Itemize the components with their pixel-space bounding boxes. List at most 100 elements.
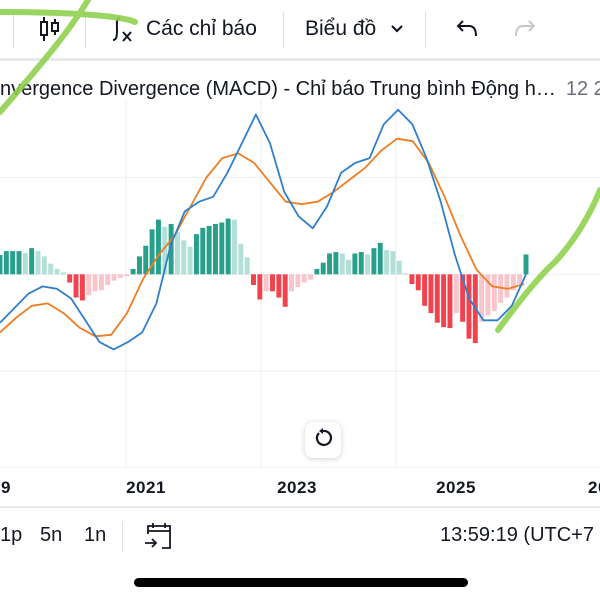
histogram-bar [98, 274, 104, 291]
macd-lines [0, 108, 527, 351]
histogram-bar [124, 274, 130, 277]
histogram-bar [453, 274, 459, 314]
chart-menu-label: Biểu đồ [305, 17, 377, 40]
histogram-bar [174, 232, 180, 275]
histogram-bar [3, 251, 9, 275]
histogram-bar [244, 257, 250, 275]
x-tick-label: 2021 [126, 478, 166, 497]
histogram-bar [10, 251, 16, 275]
chart-type-button[interactable] [38, 0, 62, 58]
top-toolbar: Các chỉ báo Biểu đồ [0, 0, 600, 61]
histogram-bar [396, 260, 402, 275]
histogram-bar [200, 227, 206, 275]
clock-timezone[interactable]: 13:59:19 (UTC+7 [440, 524, 594, 546]
histogram-bar [35, 251, 41, 275]
histogram-bar [111, 274, 117, 281]
chevron-down-icon [390, 24, 404, 34]
histogram-bar [149, 229, 155, 275]
bottom-toolbar: 1p 5n 1n 13:59:19 (UTC+7 [0, 508, 600, 564]
interval-5n[interactable]: 5n [40, 524, 63, 546]
toolbar-divider [85, 12, 86, 48]
candlestick-icon [38, 15, 62, 43]
histogram-bar [390, 251, 396, 275]
toolbar-divider [283, 12, 284, 48]
reset-rotate-icon [313, 427, 333, 453]
indicator-params: 12 2 [565, 78, 600, 100]
signal-line [0, 137, 525, 338]
bottom-divider-vertical [122, 522, 123, 552]
histogram-bar [276, 274, 282, 298]
histogram-bar [219, 222, 225, 275]
histogram-bar [48, 263, 54, 275]
histogram-bar [67, 274, 73, 283]
histogram-bar [263, 274, 269, 292]
indicators-button[interactable]: Các chỉ báo [110, 0, 257, 58]
histogram-bar [289, 274, 294, 292]
redo-icon [513, 18, 537, 40]
histogram-bar [0, 254, 3, 275]
histogram-bar [447, 274, 453, 329]
histogram-bar [314, 268, 320, 275]
histogram-bar [16, 251, 22, 275]
histogram-bar [282, 274, 288, 307]
histogram-bar [212, 223, 218, 275]
histogram-bar [466, 274, 472, 339]
x-tick-label: 2025 [436, 478, 476, 497]
histogram-bar [327, 253, 333, 275]
histogram-bar [181, 240, 187, 275]
histogram-bar [54, 268, 60, 275]
histogram-bar [225, 218, 231, 275]
histogram-bars [0, 218, 529, 344]
histogram-bar [428, 274, 434, 314]
undo-button[interactable] [455, 0, 479, 58]
histogram-bar [193, 234, 199, 275]
histogram-bar [206, 225, 212, 275]
histogram-bar [358, 252, 364, 275]
undo-icon [455, 18, 479, 40]
histogram-bar [257, 274, 263, 300]
x-tick-label: 20 [588, 478, 600, 497]
x-axis: 9 2021 2023 2025 20 [0, 474, 600, 502]
histogram-bar [415, 274, 421, 291]
histogram-bar [60, 272, 66, 275]
toolbar-divider [425, 12, 426, 48]
histogram-bar [130, 268, 136, 275]
indicator-title: nvergence Divergence (MACD) - Chỉ báo Tr… [0, 78, 556, 100]
histogram-bar [384, 250, 390, 275]
histogram-bar [422, 274, 428, 306]
histogram-bar [403, 273, 409, 275]
interval-1n[interactable]: 1n [84, 524, 107, 546]
macd-line [0, 108, 527, 351]
histogram-bar [162, 226, 168, 275]
histogram-bar [232, 219, 237, 275]
chart-menu-button[interactable]: Biểu đồ [305, 0, 404, 58]
histogram-bar [86, 274, 92, 296]
interval-1p[interactable]: 1p [0, 524, 23, 546]
indicators-label: Các chỉ báo [146, 17, 257, 40]
histogram-bar [143, 245, 149, 275]
histogram-bar [295, 274, 301, 287]
macd-chart[interactable] [0, 100, 600, 468]
indicator-legend[interactable]: nvergence Divergence (MACD) - Chỉ báo Tr… [0, 78, 600, 106]
histogram-bar [79, 274, 85, 301]
calendar-goto-icon[interactable] [143, 520, 175, 557]
home-indicator [134, 578, 468, 587]
x-tick-label: 9 [1, 478, 11, 497]
histogram-bar [479, 274, 485, 322]
histogram-bar [136, 256, 142, 275]
redo-button[interactable] [513, 0, 537, 58]
bottom-divider [0, 506, 600, 508]
reset-chart-button[interactable] [305, 422, 341, 458]
histogram-bar [434, 274, 440, 323]
histogram-bar [352, 253, 358, 275]
histogram-bar [320, 262, 326, 275]
x-tick-label: 2023 [277, 478, 317, 497]
histogram-bar [92, 274, 98, 292]
function-fx-icon [110, 14, 134, 44]
histogram-bar [251, 274, 256, 285]
histogram-bar [238, 243, 244, 275]
histogram-bar [339, 253, 345, 275]
histogram-bar [504, 274, 510, 298]
histogram-bar [409, 274, 415, 284]
toolbar-divider [13, 12, 14, 48]
